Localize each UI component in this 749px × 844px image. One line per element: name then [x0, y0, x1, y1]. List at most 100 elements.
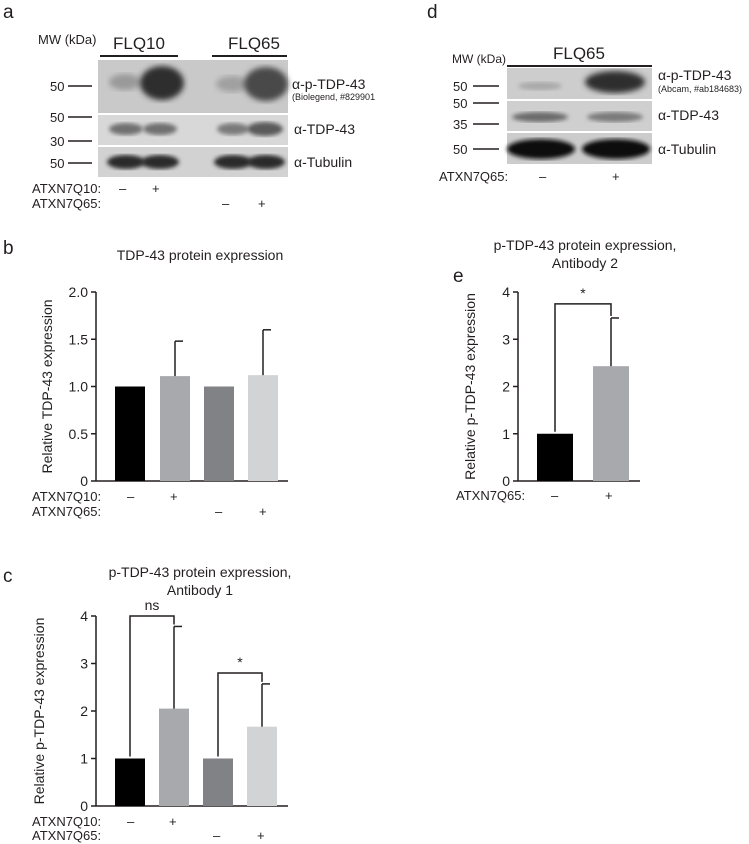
panel-c-row-label-q65: ATXN7Q65: — [32, 828, 102, 843]
blot-a-band — [217, 123, 249, 135]
blot-a-band — [244, 67, 288, 101]
y-tick-label: 0 — [502, 473, 510, 489]
panel-a-group-flq65: FLQ65 — [228, 34, 280, 53]
y-tick-label: 0 — [80, 473, 88, 489]
panel-b-chart-title: TDP-43 protein expression — [116, 247, 284, 263]
panel-e-letter: e — [453, 266, 464, 287]
blot-a-band — [143, 123, 177, 135]
panel-e-row-value: – — [551, 488, 559, 503]
panel-a-band-label-ptdp43: α-p-TDP-43 — [292, 76, 366, 92]
panel-c-row-value: + — [257, 828, 265, 843]
bar — [204, 386, 234, 481]
panel-d-band-label-ptdp43: α-p-TDP-43 — [658, 67, 732, 83]
panel-e-chart-title: p-TDP-43 protein expression, Antibody 2 — [493, 237, 677, 271]
y-tick-label: 3 — [502, 331, 510, 347]
significance-label: * — [237, 654, 243, 670]
y-tick-label: 1.0 — [69, 379, 89, 395]
y-axis-label: Relative p-TDP-43 expression — [31, 618, 47, 805]
panel-b-row-value: + — [170, 489, 178, 504]
panel-d-group-underline — [507, 65, 652, 67]
bar — [115, 386, 145, 481]
bar — [115, 758, 145, 806]
panel-d-row-label-q65: ATXN7Q65: — [439, 169, 509, 184]
y-tick-label: 0 — [80, 798, 88, 814]
panel-e-row-label-q65: ATXN7Q65: — [456, 488, 526, 503]
panel-a-group-flq10: FLQ10 — [113, 34, 165, 53]
y-tick-label: 2 — [80, 703, 88, 719]
panel-d-row-value: – — [539, 169, 547, 184]
significance-bracket — [554, 303, 612, 432]
panel-b-letter: b — [3, 238, 14, 259]
y-tick-label: 1 — [502, 426, 510, 442]
panel-a-mw-header: MW (kDa) — [38, 32, 97, 47]
blot-a-band — [247, 155, 285, 169]
significance-bracket — [129, 615, 175, 757]
panel-e-row-value: + — [605, 488, 613, 503]
y-tick-label: 3 — [80, 656, 88, 672]
panel-a-mw-marker: 50 — [50, 156, 65, 171]
panel-c-letter: c — [3, 566, 13, 587]
y-axis-label: Relative TDP-43 expression — [39, 299, 55, 473]
panel-a-row-value: – — [222, 196, 230, 211]
panel-a-letter: a — [3, 2, 14, 23]
panel-b-row-label-q65: ATXN7Q65: — [32, 504, 102, 519]
blot-d-band — [507, 139, 575, 159]
blot-a-band — [141, 155, 179, 169]
blot-d-band — [512, 112, 568, 122]
blot-a-band — [216, 76, 248, 92]
blot-a-band — [107, 155, 145, 169]
bar — [247, 726, 277, 806]
panel-a-mw-marker: 30 — [50, 134, 65, 149]
bar — [248, 375, 278, 481]
panel-c-row-value: – — [127, 814, 135, 829]
panel-d-mw-header: MW (kDa) — [452, 52, 506, 66]
panel-a-band-sublabel: (Biolegend, #829901 — [292, 92, 376, 102]
panel-d-band-sublabel: (Abcam, #ab184683) — [658, 84, 743, 94]
blot-a-band — [214, 155, 252, 169]
y-tick-label: 4 — [80, 608, 88, 624]
panel-a-row-label-q10: ATXN7Q10: — [32, 181, 102, 196]
blot-d-band — [518, 82, 562, 90]
blot-d-band — [585, 71, 645, 93]
bar — [203, 758, 233, 806]
panel-d-mw-marker: 50 — [453, 142, 468, 157]
panel-d-mw-marker: 50 — [453, 79, 468, 94]
significance-bracket — [217, 672, 263, 757]
panel-d-band-label-tdp43: α-TDP-43 — [658, 107, 719, 123]
panel-b-row-label-q10: ATXN7Q10: — [32, 489, 102, 504]
bar — [537, 433, 573, 481]
y-tick-label: 2 — [502, 379, 510, 395]
y-tick-label: 4 — [502, 284, 510, 300]
blot-a-band — [109, 74, 141, 90]
panel-a-mw-marker: 50 — [50, 79, 65, 94]
panel-d-letter: d — [427, 2, 438, 23]
panel-b-row-value: – — [215, 504, 223, 519]
blot-d-band — [587, 112, 643, 122]
panel-d-group-flq65: FLQ65 — [553, 44, 605, 63]
blot-d-band — [582, 139, 650, 159]
y-tick-label: 1 — [80, 751, 88, 767]
bar — [593, 366, 629, 481]
bar — [159, 708, 189, 806]
panel-c-row-label-q10: ATXN7Q10: — [32, 814, 102, 829]
blot-a-band — [140, 66, 184, 100]
panel-a-mw-marker: 50 — [50, 110, 65, 125]
panel-d-band-label-tubulin: α-Tubulin — [658, 141, 717, 157]
panel-a-group-underline-2 — [212, 55, 287, 57]
y-tick-label: 1.5 — [69, 331, 89, 347]
panel-a-group-underline-1 — [100, 55, 178, 57]
bar — [160, 376, 190, 481]
panel-a-row-value: + — [258, 196, 266, 211]
panel-a-band-label-tubulin: α-Tubulin — [294, 154, 353, 170]
significance-label: ns — [145, 597, 160, 613]
y-tick-label: 0.5 — [69, 426, 89, 442]
blot-a-band — [109, 123, 143, 135]
panel-a-row-value: + — [152, 181, 160, 196]
y-axis-label: Relative p-TDP-43 expression — [462, 293, 478, 480]
y-tick-label: 2.0 — [69, 284, 89, 300]
panel-a-row-value: – — [119, 181, 127, 196]
